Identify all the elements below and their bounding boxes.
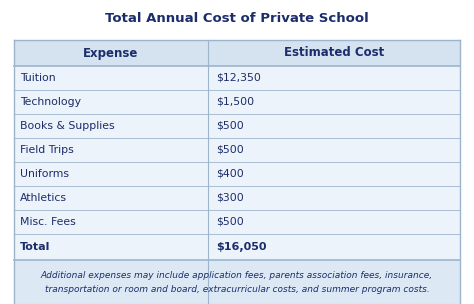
Text: $12,350: $12,350 <box>216 73 261 83</box>
Bar <box>14 138 460 162</box>
Text: Estimated Cost: Estimated Cost <box>284 47 384 60</box>
Text: Field Trips: Field Trips <box>20 145 74 155</box>
Text: $500: $500 <box>216 121 244 131</box>
Text: $1,500: $1,500 <box>216 97 254 107</box>
Text: Total: Total <box>20 242 50 252</box>
Text: $500: $500 <box>216 217 244 227</box>
Text: Misc. Fees: Misc. Fees <box>20 217 76 227</box>
Text: Books & Supplies: Books & Supplies <box>20 121 115 131</box>
Text: Athletics: Athletics <box>20 193 67 203</box>
Text: Total Annual Cost of Private School: Total Annual Cost of Private School <box>105 12 369 26</box>
Text: Technology: Technology <box>20 97 81 107</box>
Bar <box>14 186 460 210</box>
Text: $500: $500 <box>216 145 244 155</box>
Bar <box>14 40 460 66</box>
Bar <box>14 90 460 114</box>
Bar <box>14 260 460 304</box>
Bar <box>14 210 460 234</box>
Text: $16,050: $16,050 <box>216 242 266 252</box>
Text: $300: $300 <box>216 193 244 203</box>
Text: Tuition: Tuition <box>20 73 55 83</box>
Text: Additional expenses may include application fees, parents association fees, insu: Additional expenses may include applicat… <box>41 271 433 280</box>
Bar <box>14 162 460 186</box>
Bar <box>14 66 460 90</box>
Bar <box>14 114 460 138</box>
Text: transportation or room and board, extracurricular costs, and summer program cost: transportation or room and board, extrac… <box>45 285 429 294</box>
Text: Expense: Expense <box>83 47 139 60</box>
Bar <box>14 234 460 260</box>
Text: $400: $400 <box>216 169 244 179</box>
Text: Uniforms: Uniforms <box>20 169 69 179</box>
